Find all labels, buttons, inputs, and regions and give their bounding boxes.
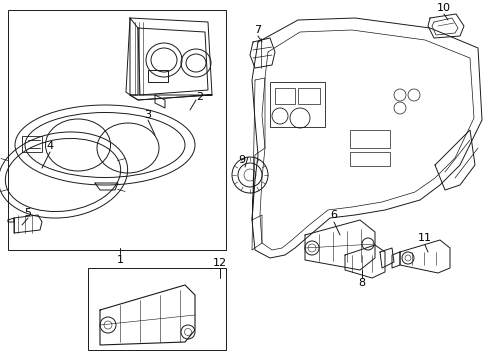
Bar xyxy=(349,152,389,166)
Text: 6: 6 xyxy=(330,210,337,220)
Bar xyxy=(349,130,389,148)
Bar xyxy=(297,88,319,104)
Text: 5: 5 xyxy=(24,208,31,218)
Text: 7: 7 xyxy=(254,25,261,35)
Bar xyxy=(88,268,225,350)
Text: 2: 2 xyxy=(196,92,203,102)
Bar xyxy=(8,10,225,250)
Text: 4: 4 xyxy=(46,141,54,151)
Bar xyxy=(274,88,294,104)
Text: 12: 12 xyxy=(212,258,226,268)
Bar xyxy=(22,136,42,152)
Text: 9: 9 xyxy=(238,155,245,165)
Bar xyxy=(269,82,325,127)
Text: 10: 10 xyxy=(436,3,450,13)
Text: 1: 1 xyxy=(116,255,123,265)
Text: 3: 3 xyxy=(144,110,151,120)
Text: 11: 11 xyxy=(417,233,431,243)
Text: 8: 8 xyxy=(358,278,365,288)
Bar xyxy=(148,70,168,82)
